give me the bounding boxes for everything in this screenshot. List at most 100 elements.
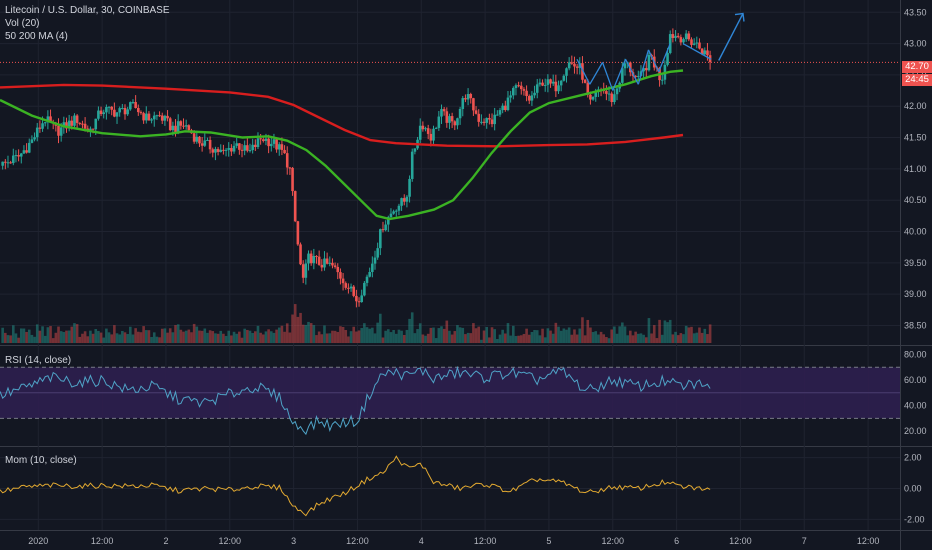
candle-body	[123, 107, 127, 115]
volume-bar	[690, 326, 693, 343]
candle-body	[131, 102, 135, 104]
volume-bar	[62, 332, 66, 343]
volume-bar	[83, 331, 87, 343]
candle-body	[344, 283, 348, 288]
candle-body	[312, 255, 316, 264]
rsi-legend[interactable]: RSI (14, close)	[5, 355, 72, 366]
volume-bar	[224, 335, 228, 343]
candle-body	[22, 150, 26, 154]
candle-body	[59, 127, 63, 136]
volume-bar	[57, 326, 60, 343]
volume-bar	[477, 326, 481, 343]
candle-body	[644, 68, 648, 71]
candle-body	[397, 205, 401, 211]
candle-body	[355, 295, 358, 302]
volume-bar	[599, 331, 603, 343]
volume-bar	[546, 328, 550, 343]
volume-bar	[557, 326, 560, 343]
candle-body	[527, 96, 531, 101]
volume-bar	[129, 326, 132, 343]
last-price-tag: 42.70	[902, 61, 932, 73]
candle-body	[671, 34, 675, 38]
volume-bar	[570, 334, 574, 343]
volume-bar	[102, 337, 106, 343]
candle-body	[323, 258, 326, 268]
trend-annotation-line	[624, 58, 639, 85]
candle-body	[549, 79, 552, 84]
candle-body	[586, 82, 590, 95]
volume-bar	[533, 329, 536, 343]
volume-bar	[384, 330, 387, 343]
candle-body	[676, 35, 680, 38]
candle-body	[562, 75, 566, 81]
candle-body	[514, 85, 518, 89]
candle-body	[567, 62, 571, 69]
candle-body	[75, 115, 79, 123]
x-tick-label: 12:00	[474, 536, 497, 546]
volume-bar	[171, 332, 175, 343]
projection-arrow	[718, 13, 744, 61]
candle-body	[275, 139, 278, 150]
volume-bar	[519, 335, 523, 343]
candle-body	[349, 286, 353, 289]
volume-bar	[511, 325, 515, 343]
volume-bar	[75, 324, 79, 343]
volume-legend[interactable]: Vol (20)	[5, 18, 40, 29]
volume-bar	[514, 336, 518, 343]
candle-body	[525, 90, 528, 97]
volume-bar	[357, 330, 361, 343]
candle-body	[541, 82, 544, 86]
candle-body	[89, 128, 92, 131]
candle-body	[679, 37, 683, 43]
drawn-annotations[interactable]	[576, 12, 745, 91]
candle-body	[211, 149, 215, 153]
candle-body	[41, 123, 44, 129]
volume-bar	[1, 327, 4, 343]
volume-bar	[389, 332, 393, 343]
candle-body	[695, 42, 699, 44]
candle-body	[113, 109, 116, 117]
volume-bar	[341, 326, 345, 343]
volume-bar	[206, 332, 209, 343]
volume-bar	[676, 335, 680, 343]
volume-bar	[448, 330, 451, 343]
symbol-title[interactable]: Litecoin / U.S. Dollar, 30, COINBASE	[5, 5, 170, 16]
volume-bar	[121, 330, 124, 343]
candle-body	[363, 282, 366, 296]
volume-bar	[110, 334, 114, 343]
candle-body	[466, 94, 470, 100]
trend-annotation-line	[612, 58, 627, 91]
volume-bar	[376, 322, 379, 343]
candle-body	[506, 97, 510, 111]
candle-body	[67, 120, 71, 129]
candle-body	[445, 111, 449, 123]
volume-bar	[488, 337, 491, 343]
candle-body	[224, 149, 228, 151]
volume-bar	[589, 327, 592, 343]
volume-bar	[575, 334, 579, 343]
volume-bar	[94, 329, 98, 343]
ma-50-line	[0, 69, 684, 221]
candle-body	[136, 108, 140, 113]
volume-bar	[67, 330, 71, 343]
volume-bar	[629, 330, 632, 343]
trend-annotation-line	[601, 62, 614, 91]
volume-bar	[184, 330, 188, 343]
candle-body	[301, 264, 305, 278]
volume-bar	[621, 322, 624, 343]
candle-body	[660, 79, 664, 81]
volume-bar	[131, 334, 135, 343]
candle-body	[43, 122, 47, 124]
volume-bar	[647, 318, 651, 343]
momentum-tick-label: 2.00	[904, 453, 922, 463]
x-tick-label: 12:00	[219, 536, 242, 546]
candle-body	[522, 89, 526, 91]
volume-bar	[6, 335, 10, 343]
y-tick-label: 38.50	[904, 320, 927, 330]
ma-legend[interactable]: 50 200 MA (4)	[5, 31, 68, 42]
candle-body	[152, 115, 156, 120]
candle-body	[440, 109, 443, 117]
momentum-legend[interactable]: Mom (10, close)	[5, 455, 77, 466]
volume-bar	[708, 324, 712, 343]
